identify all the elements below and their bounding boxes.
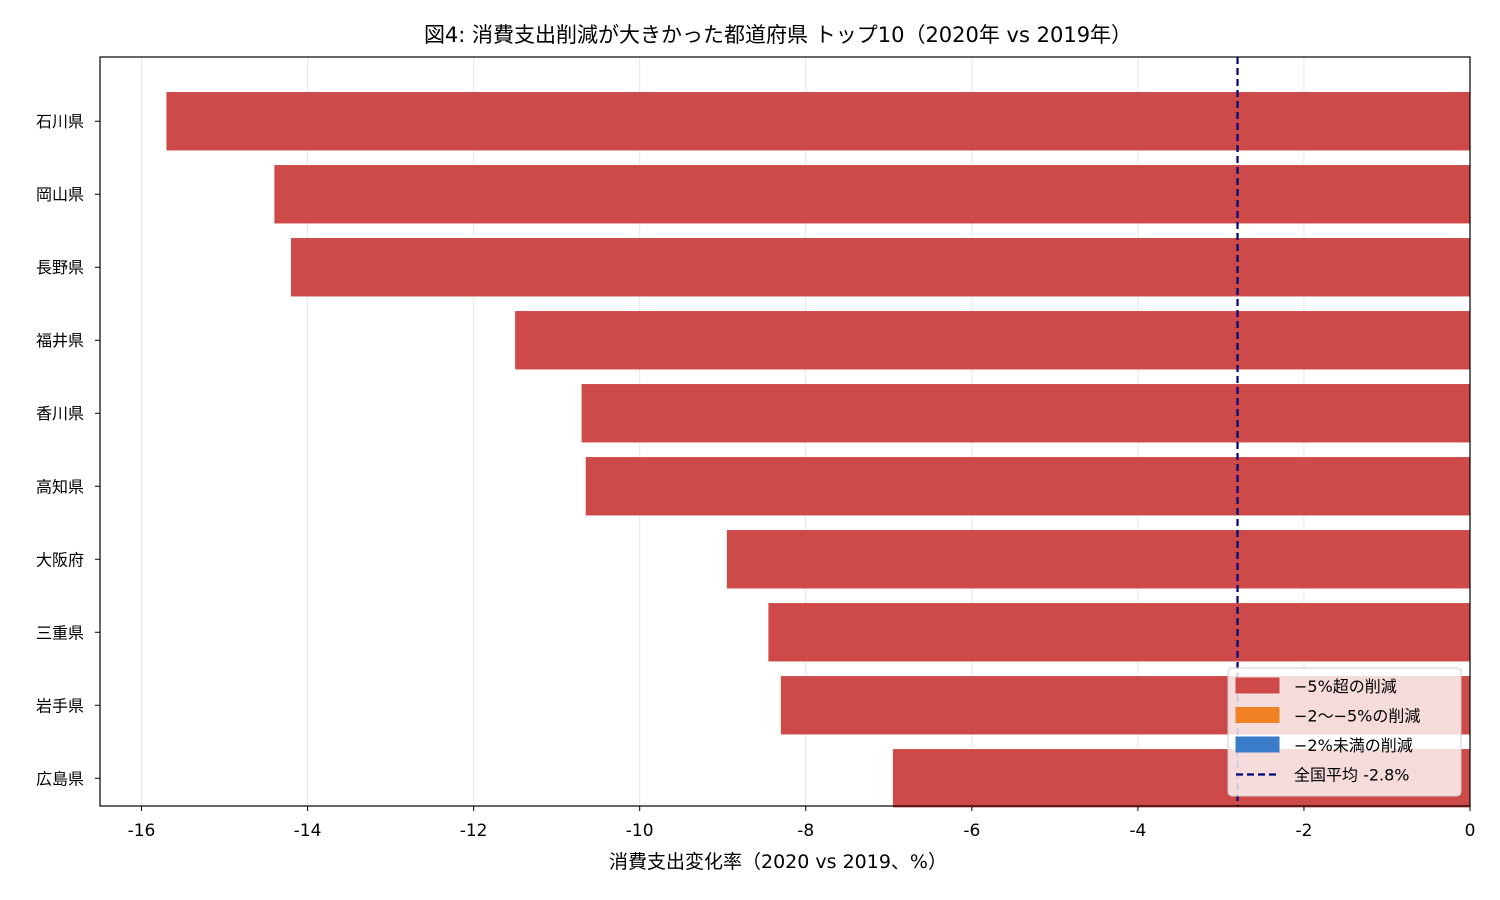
category-label: 岩手県 [36, 696, 84, 715]
legend-swatch [1235, 736, 1280, 753]
x-tick-label: -4 [1129, 821, 1146, 841]
bar [274, 165, 1470, 224]
x-tick-label: -2 [1295, 821, 1312, 841]
category-label: 石川県 [36, 112, 84, 131]
x-axis-label: 消費支出変化率（2020 vs 2019、%） [609, 851, 947, 873]
category-label: 香川県 [36, 404, 84, 423]
legend-swatch [1235, 707, 1280, 723]
category-label: 福井県 [36, 331, 84, 350]
bar [515, 311, 1470, 370]
x-tick-label: -16 [128, 821, 156, 841]
category-label: 広島県 [36, 769, 84, 788]
category-label: 高知県 [36, 477, 84, 496]
bar [290, 238, 1470, 297]
chart-title: 図4: 消費支出削減が大きかった都道府県 トップ10（2020年 vs 2019… [424, 23, 1132, 47]
bar [768, 603, 1470, 662]
x-tick-label: -10 [626, 821, 654, 841]
bar [166, 92, 1471, 151]
bar [726, 530, 1470, 589]
bar [581, 384, 1470, 443]
category-label: 三重県 [36, 623, 84, 642]
legend-label: −2%未満の削減 [1294, 736, 1413, 755]
x-tick-label: -8 [797, 821, 814, 841]
x-tick-label: -14 [294, 821, 322, 841]
category-label: 長野県 [36, 258, 84, 277]
legend-box [1227, 667, 1462, 797]
bars [166, 92, 1471, 808]
bar [585, 457, 1470, 516]
legend-label: 全国平均 -2.8% [1294, 766, 1410, 785]
x-tick-label: -6 [963, 821, 980, 841]
x-tick-label: 0 [1465, 821, 1476, 841]
x-tick-label: -12 [460, 821, 488, 841]
plot-frame [99, 56, 1471, 807]
legend-label: −5%超の削減 [1294, 677, 1397, 696]
x-axis-ticks: -16 -14 -12 -10 -8 -6 -4 -2 0 [128, 806, 1476, 841]
legend-swatch [1235, 677, 1280, 694]
legend-label: −2〜−5%の削減 [1294, 707, 1420, 726]
category-label: 岡山県 [36, 185, 84, 204]
category-label: 大阪府 [36, 550, 84, 569]
